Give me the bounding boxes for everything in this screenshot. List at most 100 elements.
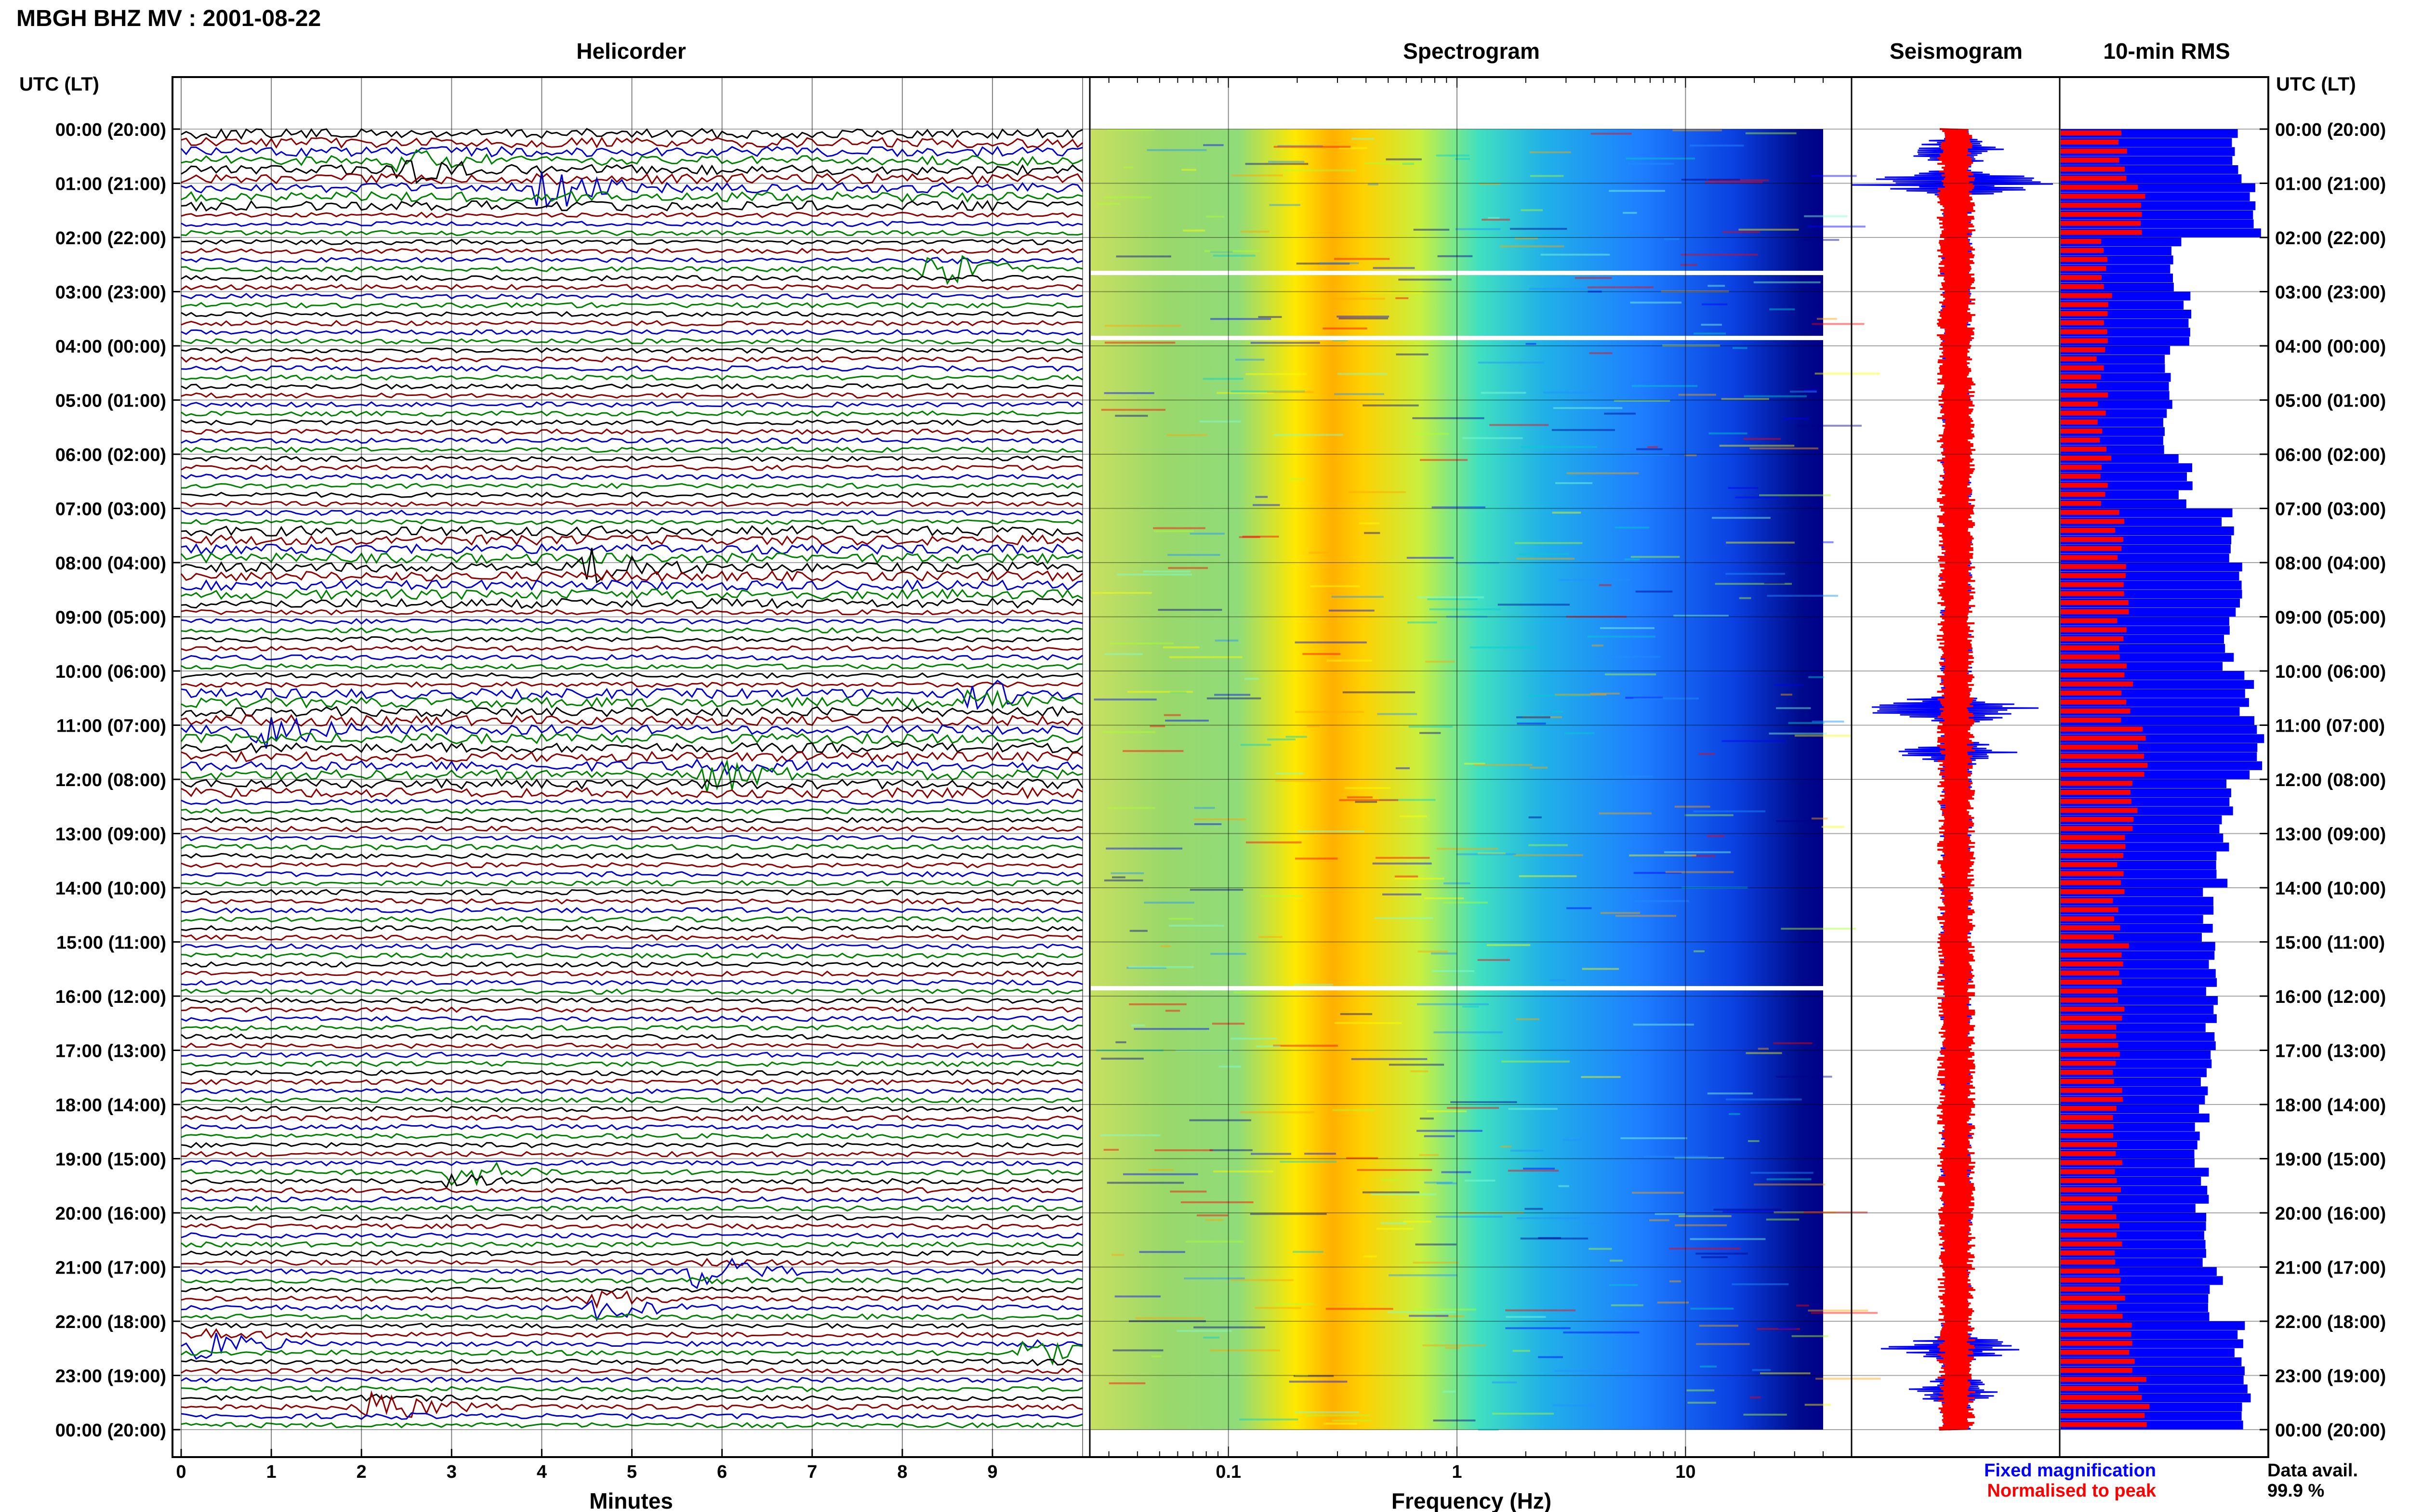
spectrogram-streak: [1623, 211, 1637, 214]
rms-bar-normalised: [2061, 1078, 2114, 1084]
spectrogram-streak: [1112, 1254, 1125, 1256]
spectrogram-streak: [1150, 725, 1165, 727]
rms-bar-normalised: [2061, 1377, 2146, 1382]
spectrogram-streak: [1769, 308, 1795, 311]
spectrogram-streak: [1357, 1169, 1432, 1171]
spectrogram-streak: [1649, 1219, 1669, 1222]
spectrogram-streak: [1566, 472, 1639, 474]
rms-bar-normalised: [2061, 952, 2122, 958]
spectrogram-streak: [1114, 1295, 1161, 1298]
spectrogram-streak: [1389, 1064, 1444, 1066]
rms-bar-normalised: [2061, 537, 2123, 542]
spectrogram-streak: [1408, 725, 1453, 728]
spectrogram-streak: [1092, 592, 1152, 594]
spectrogram-streak: [1112, 876, 1125, 879]
spectrogram-streak: [1749, 447, 1818, 449]
spectrogram-streak: [1443, 901, 1488, 904]
spectrogram-streak: [1692, 855, 1716, 857]
spectrogram-streak: [1134, 1028, 1209, 1030]
spectrogram-streak: [1530, 766, 1548, 769]
spectrogram-streak: [1206, 697, 1261, 699]
spectrogram-gap: [1091, 336, 1823, 341]
rms-bar-normalised: [2061, 519, 2124, 524]
helicorder-x-tick-label: 6: [717, 1462, 727, 1482]
spectrogram-streak: [1251, 1153, 1291, 1155]
spectrogram-streak: [1462, 437, 1523, 439]
spectrogram-streak: [1708, 432, 1747, 434]
spectrogram-streak: [1334, 393, 1384, 395]
plot-frame: [172, 76, 2269, 1458]
spectrogram-streak: [1609, 190, 1665, 192]
spectrogram-streak: [1721, 740, 1786, 742]
spectrogram-streak: [1489, 424, 1549, 426]
spectrogram-streak: [1167, 434, 1207, 436]
spectrogram-xlabel: Frequency (Hz): [1391, 1488, 1551, 1512]
spectrogram-streak: [1406, 557, 1454, 559]
spectrogram-streak: [1364, 162, 1424, 164]
helicorder-x-tick-label: 8: [897, 1462, 907, 1482]
time-tick-label-right: 00:00 (20:00): [2275, 120, 2386, 140]
rms-bar-normalised: [2061, 1124, 2114, 1129]
rms-bar-normalised: [2061, 1359, 2135, 1364]
spectrogram-streak: [1625, 697, 1663, 699]
spectrogram-streak: [1633, 697, 1699, 700]
rms-bar-normalised: [2061, 203, 2141, 208]
spectrogram-streak: [1701, 324, 1722, 326]
spectrogram-streak: [1371, 1193, 1437, 1196]
time-tick-label-right: 20:00 (16:00): [2275, 1204, 2386, 1224]
spectrogram-streak: [1488, 217, 1500, 219]
spectrogram-streak: [1194, 823, 1222, 825]
spectrogram-streak: [1520, 1237, 1588, 1240]
spectrogram-streak: [1129, 1320, 1206, 1322]
spectrogram-streak: [1190, 889, 1244, 891]
time-tick-label-left: 07:00 (03:00): [55, 500, 166, 520]
spectrogram-streak: [1295, 857, 1338, 860]
spectrogram-streak: [1160, 945, 1171, 947]
spectrogram-streak: [1108, 807, 1155, 809]
spectrogram-streak: [1319, 262, 1359, 264]
rms-bar-normalised: [2061, 374, 2101, 380]
spectrogram-streak: [1359, 522, 1380, 525]
spectrogram-streak: [1323, 327, 1367, 329]
spectrogram-streak: [1363, 1255, 1377, 1258]
spectrogram-streak: [1386, 158, 1422, 160]
spectrogram-streak: [1432, 970, 1475, 972]
spectrogram-streak: [1402, 162, 1414, 165]
spectrogram-streak: [1474, 764, 1533, 766]
spectrogram-streak: [1417, 950, 1448, 953]
spectrogram-streak: [1464, 763, 1485, 765]
spectrogram-streak: [1528, 695, 1591, 697]
spectrogram-streak: [1700, 1366, 1717, 1367]
spectrogram-streak: [1333, 298, 1385, 300]
time-tick-label-right: 16:00 (12:00): [2275, 987, 2386, 1007]
frequency-tick-label: 0.1: [1216, 1462, 1241, 1482]
spectrogram-streak: [1273, 145, 1351, 148]
seismogram-trace-normalised: [1937, 128, 1976, 1431]
spectrogram-streak: [1117, 573, 1192, 576]
rms-bar-normalised: [2061, 338, 2108, 343]
spectrogram-streak: [1760, 1372, 1811, 1375]
time-tick-label-right: 10:00 (06:00): [2275, 662, 2386, 682]
spectrogram-streak: [1804, 215, 1848, 217]
rms-bar-normalised: [2061, 844, 2126, 849]
time-tick-label-left: 05:00 (01:00): [55, 391, 166, 411]
time-tick-label-right: 22:00 (18:00): [2275, 1312, 2386, 1332]
rms-bar-normalised: [2061, 437, 2100, 443]
spectrogram-streak: [1752, 1369, 1771, 1371]
spectrogram-streak: [1110, 642, 1174, 644]
spectrogram-streak: [1280, 1160, 1337, 1163]
spectrogram-streak: [1630, 302, 1682, 304]
rms-bar-normalised: [2061, 907, 2118, 912]
spectrogram-streak: [1523, 1168, 1555, 1170]
spectrogram-streak: [1375, 917, 1433, 919]
spectrogram-streak: [1757, 1328, 1800, 1330]
rms-bar-normalised: [2061, 500, 2101, 506]
rms-bar-normalised: [2061, 1106, 2117, 1111]
spectrogram-streak: [1104, 325, 1181, 327]
spectrogram-streak: [1615, 915, 1677, 917]
rms-bar-normalised: [2061, 726, 2143, 732]
rms-bar-normalised: [2061, 257, 2107, 262]
spectrogram-streak: [1104, 392, 1154, 394]
spectrogram-streak: [1268, 160, 1305, 163]
spectrogram-streak: [1521, 209, 1543, 211]
